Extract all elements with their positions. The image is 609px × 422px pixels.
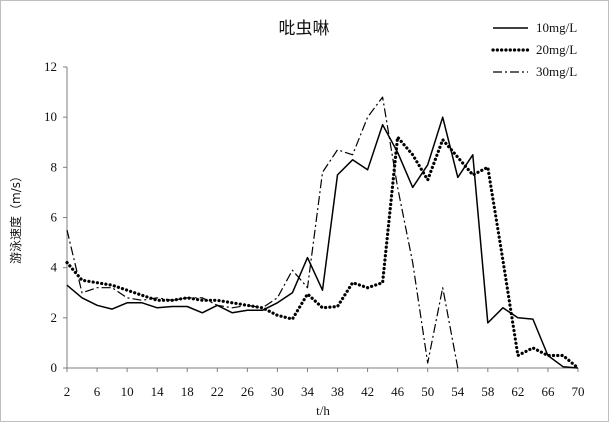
x-tick-label: 58 xyxy=(481,384,494,399)
y-tick-label: 8 xyxy=(51,159,58,174)
series-line-10mg-l xyxy=(66,116,579,369)
x-tick-label: 46 xyxy=(391,384,405,399)
x-tick-label: 66 xyxy=(541,384,555,399)
legend-label: 10mg/L xyxy=(536,20,577,35)
x-tick-label: 26 xyxy=(241,384,255,399)
legend-label: 20mg/L xyxy=(536,42,577,57)
x-tick-label: 42 xyxy=(361,384,374,399)
chart-title: 吡虫啉 xyxy=(279,19,330,39)
x-tick-label: 30 xyxy=(271,384,284,399)
x-tick-label: 38 xyxy=(331,384,344,399)
y-tick-label: 0 xyxy=(51,360,58,375)
x-tick-label: 22 xyxy=(211,384,224,399)
y-tick-label: 2 xyxy=(51,310,58,325)
x-tick-label: 50 xyxy=(421,384,434,399)
x-axis-label: t/h xyxy=(316,403,330,418)
y-tick-label: 10 xyxy=(44,109,57,124)
legend: 10mg/L 20mg/L 30mg/L xyxy=(491,20,577,79)
series-line-20mg-l xyxy=(65,135,580,370)
x-tick-label: 2 xyxy=(64,384,71,399)
y-tick-label: 12 xyxy=(44,59,57,74)
y-axis-label: 游泳速度（m/s） xyxy=(8,170,23,264)
x-tick-label: 14 xyxy=(151,384,165,399)
x-tick-label: 70 xyxy=(572,384,585,399)
x-tick-label: 10 xyxy=(121,384,134,399)
x-tick-label: 62 xyxy=(511,384,524,399)
legend-label: 30mg/L xyxy=(536,64,577,79)
x-tick-label: 18 xyxy=(181,384,194,399)
y-tick-label: 6 xyxy=(51,210,58,225)
x-tick-label: 6 xyxy=(94,384,101,399)
y-tick-label: 4 xyxy=(51,260,58,275)
x-tick-label: 34 xyxy=(301,384,315,399)
x-tick-label: 54 xyxy=(451,384,465,399)
